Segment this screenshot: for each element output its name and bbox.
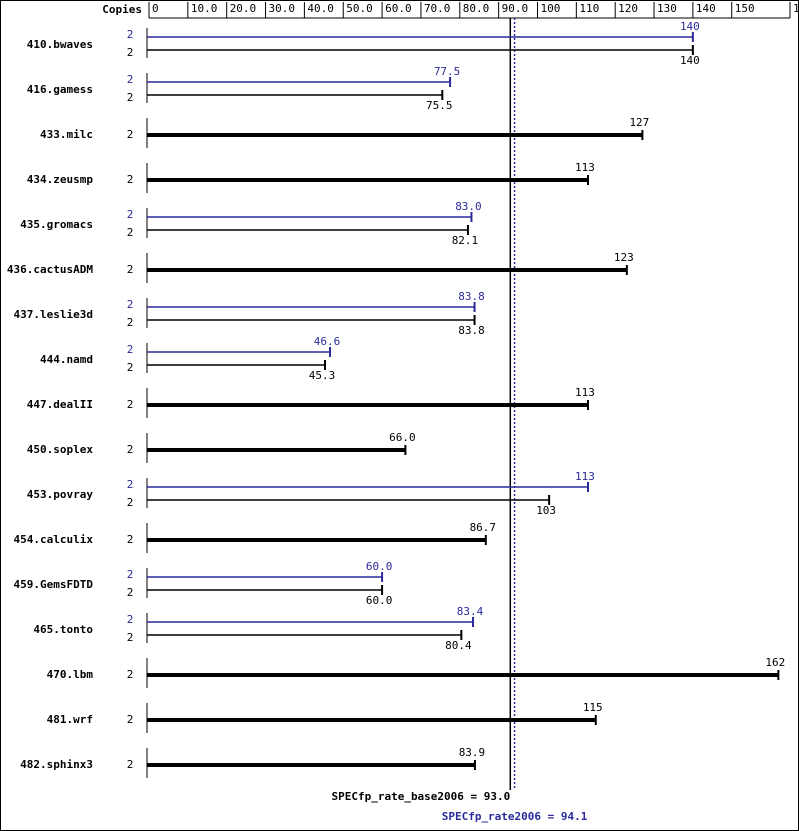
value-label: 83.4 xyxy=(457,605,484,618)
copies-label: 2 xyxy=(127,73,134,86)
value-label: 113 xyxy=(575,470,595,483)
x-tick-label: 20.0 xyxy=(230,2,256,15)
value-label: 75.5 xyxy=(426,99,453,112)
value-label: 80.4 xyxy=(445,639,472,652)
benchmark-label: 482.sphinx3 xyxy=(20,758,93,771)
copies-label: 2 xyxy=(127,263,134,276)
copies-label: 2 xyxy=(127,343,134,356)
copies-label: 2 xyxy=(127,586,134,599)
benchmark-label: 437.leslie3d xyxy=(14,308,93,321)
value-label: 77.5 xyxy=(434,65,461,78)
copies-label: 2 xyxy=(127,668,134,681)
x-tick-label: 165 xyxy=(793,2,799,15)
value-label: 86.7 xyxy=(470,521,497,534)
x-tick-label: 40.0 xyxy=(307,2,334,15)
value-label: 83.9 xyxy=(459,746,486,759)
copies-label: 2 xyxy=(127,226,134,239)
value-label: 82.1 xyxy=(452,234,479,247)
copies-label: 2 xyxy=(127,568,134,581)
copies-label: 2 xyxy=(127,613,134,626)
copies-label: 2 xyxy=(127,533,134,546)
value-label: 103 xyxy=(536,504,556,517)
benchmark-label: 416.gamess xyxy=(27,83,93,96)
x-tick-label: 0 xyxy=(152,2,159,15)
copies-label: 2 xyxy=(127,631,134,644)
reference-label: SPECfp_rate2006 = 94.1 xyxy=(442,810,588,823)
benchmark-label: 435.gromacs xyxy=(20,218,93,231)
value-label: 140 xyxy=(680,20,700,33)
copies-label: 2 xyxy=(127,443,134,456)
copies-label: 2 xyxy=(127,128,134,141)
x-tick-label: 100 xyxy=(540,2,560,15)
copies-label: 2 xyxy=(127,28,134,41)
x-tick-label: 110 xyxy=(579,2,599,15)
copies-label: 2 xyxy=(127,398,134,411)
value-label: 123 xyxy=(614,251,634,264)
benchmark-label: 433.milc xyxy=(40,128,93,141)
benchmark-label: 465.tonto xyxy=(33,623,93,636)
value-label: 127 xyxy=(629,116,649,129)
x-tick-label: 120 xyxy=(618,2,638,15)
x-tick-label: 80.0 xyxy=(463,2,490,15)
benchmark-label: 481.wrf xyxy=(47,713,93,726)
x-tick-label: 70.0 xyxy=(424,2,451,15)
benchmark-label: 470.lbm xyxy=(47,668,94,681)
x-tick-label: 130 xyxy=(657,2,677,15)
benchmark-label: 436.cactusADM xyxy=(7,263,93,276)
value-label: 60.0 xyxy=(366,560,393,573)
copies-label: 2 xyxy=(127,91,134,104)
value-label: 45.3 xyxy=(309,369,336,382)
x-tick-label: 50.0 xyxy=(346,2,373,15)
value-label: 46.6 xyxy=(314,335,341,348)
x-tick-label: 140 xyxy=(696,2,716,15)
value-label: 113 xyxy=(575,386,595,399)
x-tick-label: 60.0 xyxy=(385,2,412,15)
copies-label: 2 xyxy=(127,173,134,186)
value-label: 83.8 xyxy=(458,290,485,303)
benchmark-label: 459.GemsFDTD xyxy=(14,578,94,591)
x-tick-label: 30.0 xyxy=(269,2,296,15)
benchmark-label: 454.calculix xyxy=(14,533,94,546)
copies-label: 2 xyxy=(127,496,134,509)
copies-label: 2 xyxy=(127,713,134,726)
reference-label: SPECfp_rate_base2006 = 93.0 xyxy=(331,790,510,803)
value-label: 83.0 xyxy=(455,200,482,213)
x-tick-label: 10.0 xyxy=(191,2,218,15)
benchmark-label: 450.soplex xyxy=(27,443,94,456)
copies-label: 2 xyxy=(127,478,134,491)
benchmark-label: 447.dealII xyxy=(27,398,93,411)
benchmark-label: 434.zeusmp xyxy=(27,173,94,186)
value-label: 115 xyxy=(583,701,603,714)
benchmark-label: 444.namd xyxy=(40,353,93,366)
x-tick-label: 90.0 xyxy=(502,2,529,15)
x-tick-label: 150 xyxy=(735,2,755,15)
copies-label: 2 xyxy=(127,208,134,221)
value-label: 140 xyxy=(680,54,700,67)
copies-label: 2 xyxy=(127,361,134,374)
copies-label: 2 xyxy=(127,758,134,771)
value-label: 162 xyxy=(765,656,785,669)
benchmark-label: 410.bwaves xyxy=(27,38,93,51)
copies-label: 2 xyxy=(127,46,134,59)
value-label: 60.0 xyxy=(366,594,393,607)
copies-header: Copies xyxy=(102,3,142,16)
copies-label: 2 xyxy=(127,298,134,311)
value-label: 113 xyxy=(575,161,595,174)
benchmark-label: 453.povray xyxy=(27,488,94,501)
copies-label: 2 xyxy=(127,316,134,329)
value-label: 83.8 xyxy=(458,324,485,337)
value-label: 66.0 xyxy=(389,431,416,444)
